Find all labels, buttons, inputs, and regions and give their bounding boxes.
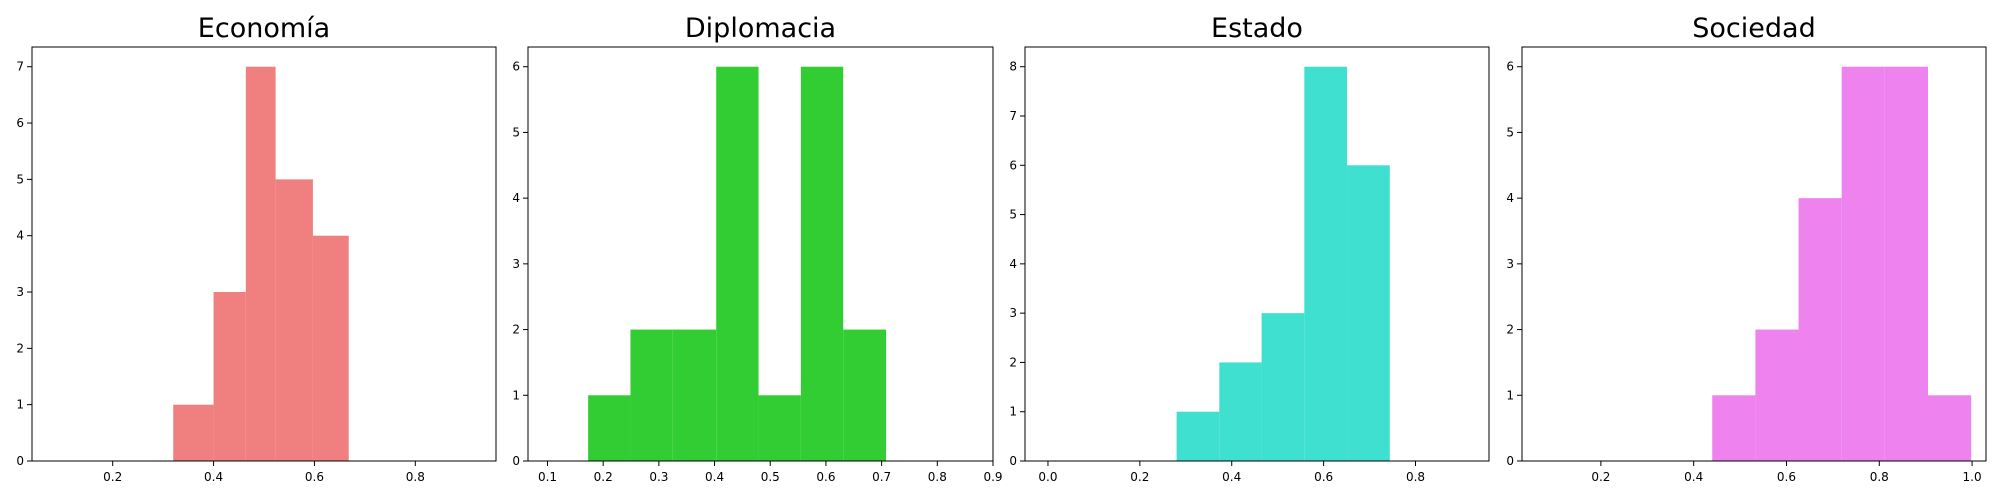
x-tick-label: 0.6 xyxy=(1777,470,1796,484)
histogram-bar xyxy=(1261,313,1305,461)
y-tick-label: 2 xyxy=(512,323,520,337)
histogram-bar xyxy=(1798,198,1842,461)
y-tick-label: 1 xyxy=(1009,405,1017,419)
y-tick-label: 5 xyxy=(16,172,24,186)
y-tick-label: 3 xyxy=(1009,306,1017,320)
histogram-bar xyxy=(588,395,631,461)
histogram-bar xyxy=(213,292,246,461)
y-tick-label: 8 xyxy=(1009,60,1017,74)
histogram-bar xyxy=(1176,411,1220,461)
y-tick-label: 2 xyxy=(1506,323,1514,337)
subplot-4: 0.2 0.4 0.6 0.8 1.0 0 1 2 3 4 5 6 Sociedad xyxy=(1506,13,1987,484)
x-tick-label: 0.9 xyxy=(983,470,1002,484)
x-tick-label: 0.2 xyxy=(1591,470,1610,484)
histogram-bar xyxy=(275,179,313,461)
histogram-bar xyxy=(1928,395,1972,461)
histogram-bar xyxy=(672,329,717,461)
histogram-bar xyxy=(1304,66,1348,461)
y-tick-label: 4 xyxy=(16,229,24,243)
histogram-bar xyxy=(173,404,214,461)
histogram-bar xyxy=(1712,395,1756,461)
chart-title: Sociedad xyxy=(1692,13,1815,44)
chart-title: Estado xyxy=(1211,13,1303,44)
x-tick-label: 0.4 xyxy=(1684,470,1703,484)
y-tick-label: 4 xyxy=(1506,191,1514,205)
histogram-bar xyxy=(630,329,673,461)
y-tick-label: 0 xyxy=(1009,454,1017,468)
x-tick-label: 0.5 xyxy=(761,470,780,484)
chart-title: Diplomacia xyxy=(685,13,836,44)
x-tick-label: 0.8 xyxy=(1870,470,1889,484)
axes-frame xyxy=(1024,46,1490,462)
x-tick-label: 0.6 xyxy=(305,470,324,484)
subplot-2: 0.1 0.2 0.3 0.4 0.5 0.6 0.7 0.8 0.9 0 1 2 3 4 5 6 Diplom… xyxy=(512,13,1002,484)
histogram-bar xyxy=(758,395,801,461)
chart-title: Economía xyxy=(198,13,330,44)
histogram-bar xyxy=(800,66,844,461)
y-tick-label: 2 xyxy=(1009,355,1017,369)
y-tick-label: 2 xyxy=(16,341,24,355)
y-tick-label: 0 xyxy=(1506,454,1514,468)
x-tick-label: 0.2 xyxy=(103,470,122,484)
x-tick-label: 0.7 xyxy=(872,470,891,484)
histogram-bar xyxy=(1219,362,1262,461)
histogram-bar xyxy=(1884,66,1928,461)
x-tick-label: 0.4 xyxy=(204,470,223,484)
y-tick-label: 1 xyxy=(16,398,24,412)
y-tick-label: 3 xyxy=(1506,257,1514,271)
y-tick-label: 0 xyxy=(16,454,24,468)
y-tick-label: 5 xyxy=(512,125,520,139)
x-tick-label: 0.8 xyxy=(928,470,947,484)
y-tick-label: 3 xyxy=(512,257,520,271)
axes-frame xyxy=(1521,46,1987,462)
x-tick-label: 0.8 xyxy=(1406,470,1425,484)
y-tick-label: 6 xyxy=(1009,158,1017,172)
axes-frame xyxy=(31,46,497,462)
y-tick-label: 6 xyxy=(1506,60,1514,74)
x-tick-label: 0.4 xyxy=(1222,470,1241,484)
histogram-bar xyxy=(1755,329,1799,461)
y-tick-label: 3 xyxy=(16,285,24,299)
axes-frame xyxy=(527,46,994,462)
y-tick-label: 1 xyxy=(1506,388,1514,402)
x-tick-label: 0.1 xyxy=(538,470,557,484)
histogram-bar xyxy=(1347,165,1390,462)
x-tick-label: 0.2 xyxy=(594,470,613,484)
y-tick-label: 7 xyxy=(16,60,24,74)
x-tick-label: 1.0 xyxy=(1963,470,1982,484)
y-tick-label: 1 xyxy=(512,388,520,402)
x-tick-label: 0.0 xyxy=(1038,470,1057,484)
y-tick-label: 6 xyxy=(16,116,24,130)
x-tick-label: 0.6 xyxy=(1314,470,1333,484)
y-tick-label: 4 xyxy=(1009,257,1017,271)
y-tick-label: 5 xyxy=(1506,125,1514,139)
histogram-bar xyxy=(1841,66,1885,461)
histogram-bar xyxy=(245,66,276,461)
subplot-1: 0.2 0.4 0.6 0.8 0 1 2 3 4 5 6 7 Economía xyxy=(16,13,497,484)
y-tick-label: 0 xyxy=(512,454,520,468)
x-tick-label: 0.6 xyxy=(816,470,835,484)
y-tick-label: 5 xyxy=(1009,208,1017,222)
y-tick-label: 6 xyxy=(512,60,520,74)
x-tick-label: 0.4 xyxy=(705,470,724,484)
histogram-bar xyxy=(843,329,887,461)
y-tick-label: 7 xyxy=(1009,109,1017,123)
histogram-bar xyxy=(716,66,759,461)
y-tick-label: 4 xyxy=(512,191,520,205)
x-tick-label: 0.3 xyxy=(649,470,668,484)
x-tick-label: 0.8 xyxy=(406,470,425,484)
histogram-bar xyxy=(312,235,349,461)
x-tick-label: 0.2 xyxy=(1130,470,1149,484)
subplot-3: 0.0 0.2 0.4 0.6 0.8 0 1 2 3 4 5 6 7 8 Estado xyxy=(1009,13,1490,484)
